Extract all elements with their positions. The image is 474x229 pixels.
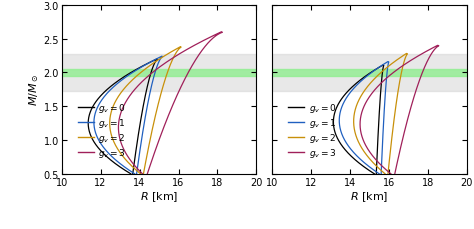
- Legend: $g_v = 0$, $g_v = 1$, $g_v = 2$, $g_v = 3$: $g_v = 0$, $g_v = 1$, $g_v = 2$, $g_v = …: [74, 98, 130, 163]
- Y-axis label: $M/M_\odot$: $M/M_\odot$: [27, 74, 41, 106]
- Legend: $g_v = 0$, $g_v = 1$, $g_v = 2$, $g_v = 3$: $g_v = 0$, $g_v = 1$, $g_v = 2$, $g_v = …: [284, 98, 340, 163]
- Bar: [62, 55, 256, 91]
- Bar: [272, 55, 467, 91]
- X-axis label: $R$ [km]: $R$ [km]: [350, 190, 389, 203]
- Bar: [272, 70, 467, 76]
- X-axis label: $R$ [km]: $R$ [km]: [140, 190, 178, 203]
- Bar: [62, 70, 256, 76]
